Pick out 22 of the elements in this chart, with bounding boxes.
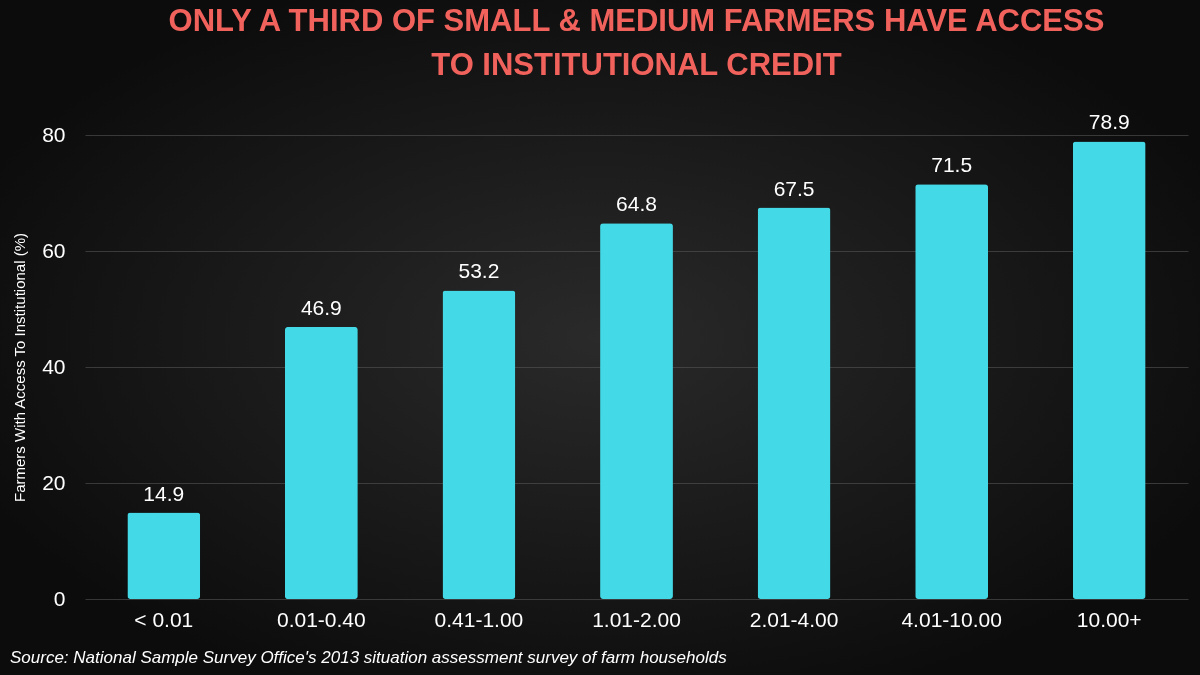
x-tick-label: 1.01-2.00 <box>592 607 681 631</box>
x-tick-label: 4.01-10.00 <box>901 607 1002 631</box>
x-tick-label: 2.01-4.00 <box>749 607 839 631</box>
source-note: Source: National Sample Survey Office's 2013 situation assessment survey of farm households <box>10 648 727 668</box>
x-tick-label: 0.41-1.00 <box>434 607 524 631</box>
y-axis-title: Farmers With Access To Institutional (%) <box>11 233 29 502</box>
y-tick-label: 20 <box>42 470 66 494</box>
y-tick-label: 60 <box>42 238 66 262</box>
data-label: 14.9 <box>143 481 185 505</box>
data-label: 71.5 <box>931 153 973 177</box>
y-tick-label: 80 <box>42 122 66 146</box>
data-label: 67.5 <box>773 176 815 200</box>
data-label: 78.9 <box>1088 110 1130 134</box>
data-label: 53.2 <box>458 259 500 283</box>
y-tick-label: 40 <box>42 354 66 378</box>
chart-title: ONLY A THIRD OF SMALL & MEDIUM FARMERS HAVE ACCESS TO INSTITUTIONAL CREDIT <box>168 3 1105 83</box>
x-tick-label: 10.00+ <box>1076 607 1142 631</box>
x-tick-label: 0.01-0.40 <box>276 607 366 631</box>
data-label: 46.9 <box>300 295 342 319</box>
x-tick-label: < 0.01 <box>134 607 194 631</box>
y-tick-label: 0 <box>53 586 66 610</box>
data-label: 64.8 <box>616 192 657 216</box>
